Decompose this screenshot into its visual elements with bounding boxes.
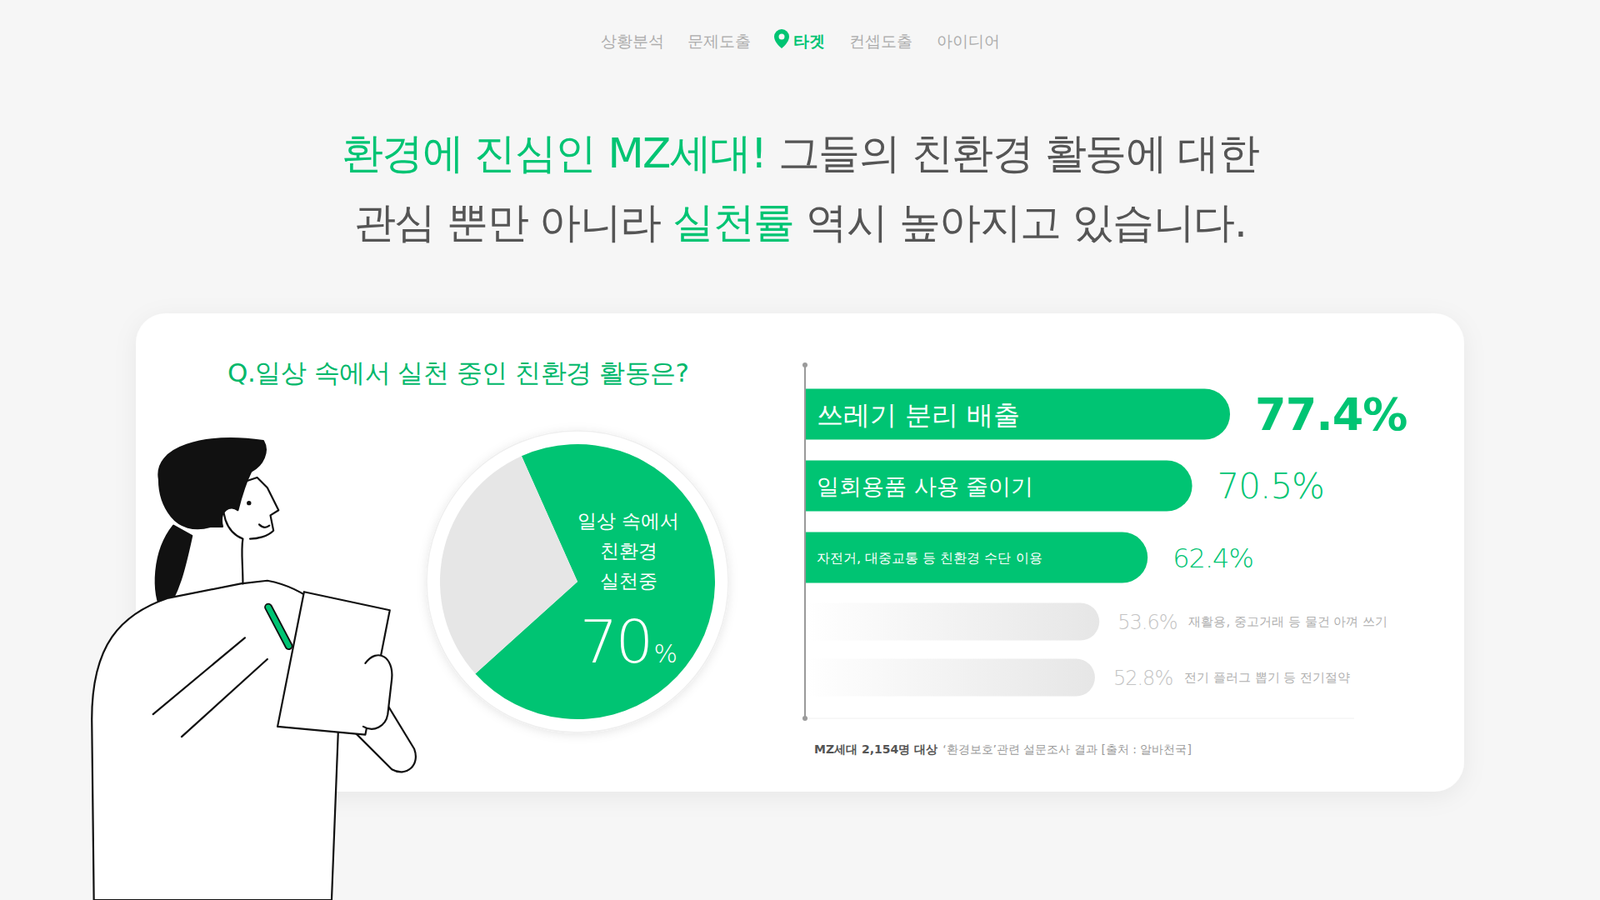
bar-value-label: 52.8% bbox=[1113, 666, 1173, 690]
nav-item: 문제도출 bbox=[687, 31, 751, 50]
axis-dot bbox=[802, 362, 808, 368]
bar-category-label: 전기 플러그 뽑기 등 전기절약 bbox=[1184, 670, 1350, 685]
nav-item: 컨셉도출 bbox=[849, 31, 913, 50]
bar-value-label: 70.5% bbox=[1217, 465, 1325, 507]
headline-line: 관심 뿐만 아니라 실천률 역시 높아지고 있습니다. bbox=[354, 198, 1247, 247]
headline-text: 그들의 친환경 활동에 대한 bbox=[765, 129, 1260, 178]
bar-value-label: 77.4% bbox=[1255, 388, 1407, 441]
arm bbox=[153, 637, 268, 737]
pie-label: 실천중 bbox=[600, 570, 658, 592]
pie-chart: 일상 속에서친환경실천중 70% bbox=[426, 430, 729, 733]
headline-highlight: 실천률 bbox=[672, 198, 795, 247]
eye bbox=[246, 500, 251, 505]
bars bbox=[805, 389, 1230, 697]
pie-label: 친환경 bbox=[600, 540, 658, 562]
nav: 상황분석 문제도출 타겟 컨셉도출 아이디어 bbox=[600, 29, 1000, 50]
nav-item: 상황분석 bbox=[600, 31, 665, 50]
hand bbox=[363, 655, 392, 729]
body bbox=[91, 580, 416, 900]
question: Q.일상 속에서 실천 중인 친환경 활동은? bbox=[227, 357, 689, 388]
bar bbox=[805, 389, 1230, 440]
pie-value-label: 70% bbox=[580, 606, 678, 677]
headline-text: 역시 높아지고 있습니다. bbox=[794, 198, 1247, 247]
hair bbox=[158, 438, 265, 529]
pie-slice bbox=[440, 455, 578, 674]
source-part: ‘환경보호’관련 설문조사 결과 [출처 : 알바천국] bbox=[942, 742, 1192, 756]
axis-dot bbox=[802, 715, 808, 721]
bar bbox=[805, 460, 1193, 512]
bar bbox=[805, 603, 1100, 641]
bar-value-label: 62.4% bbox=[1172, 542, 1254, 575]
headline-text: 관심 뿐만 아니라 bbox=[354, 198, 674, 247]
bar bbox=[805, 532, 1148, 584]
stage: 상황분석 문제도출 타겟 컨셉도출 아이디어환경에 진심인 MZ세대! 그들의 친환경 … bbox=[0, 0, 1600, 900]
pin-hole bbox=[779, 34, 785, 40]
pin-icon bbox=[774, 29, 790, 49]
category-axis bbox=[804, 365, 806, 719]
bar-category-label: 쓰레기 분리 배출 bbox=[816, 399, 1020, 431]
pen bbox=[268, 607, 289, 647]
bar-chart: 77.4% 쓰레기 분리 배출 70.5% 일회용품 사용 줄이기 62.4% 자전거, … bbox=[802, 362, 1407, 721]
nav-item: 아이디어 bbox=[936, 31, 1000, 50]
nav-item: 타겟 bbox=[793, 31, 825, 50]
bar-labels: 77.4% 쓰레기 분리 배출 70.5% 일회용품 사용 줄이기 62.4% 자전거, … bbox=[816, 388, 1407, 690]
pie-ring bbox=[426, 430, 729, 733]
source-part: MZ세대 2,154명 대상 bbox=[814, 742, 938, 756]
value-axis bbox=[805, 718, 1355, 720]
person-illustration bbox=[91, 438, 416, 900]
pen-outline bbox=[268, 607, 289, 647]
pie-label: 일상 속에서 bbox=[577, 510, 680, 532]
headline-line: 환경에 진심인 MZ세대! 그들의 친환경 활동에 대한 bbox=[341, 129, 1260, 178]
card bbox=[135, 313, 1465, 792]
bar-category-label: 재활용, 중고거래 등 물건 아껴 쓰기 bbox=[1188, 614, 1388, 630]
pie-value-number: 70 bbox=[580, 606, 652, 677]
pie-value-unit: % bbox=[653, 639, 678, 669]
smile bbox=[259, 524, 270, 527]
background bbox=[0, 0, 1600, 900]
headline-highlight: 환경에 진심인 MZ세대! bbox=[341, 129, 767, 178]
bar-category-label: 자전거, 대중교통 등 친환경 수단 이용 bbox=[816, 550, 1043, 566]
bar-category-label: 일회용품 사용 줄이기 bbox=[816, 473, 1034, 500]
pin bbox=[774, 29, 790, 49]
bar bbox=[805, 659, 1095, 697]
bar-value-label: 53.6% bbox=[1117, 610, 1177, 635]
source-note: MZ세대 2,154명 대상 ‘환경보호’관련 설문조사 결과 [출처 : 알바천… bbox=[814, 742, 1192, 756]
